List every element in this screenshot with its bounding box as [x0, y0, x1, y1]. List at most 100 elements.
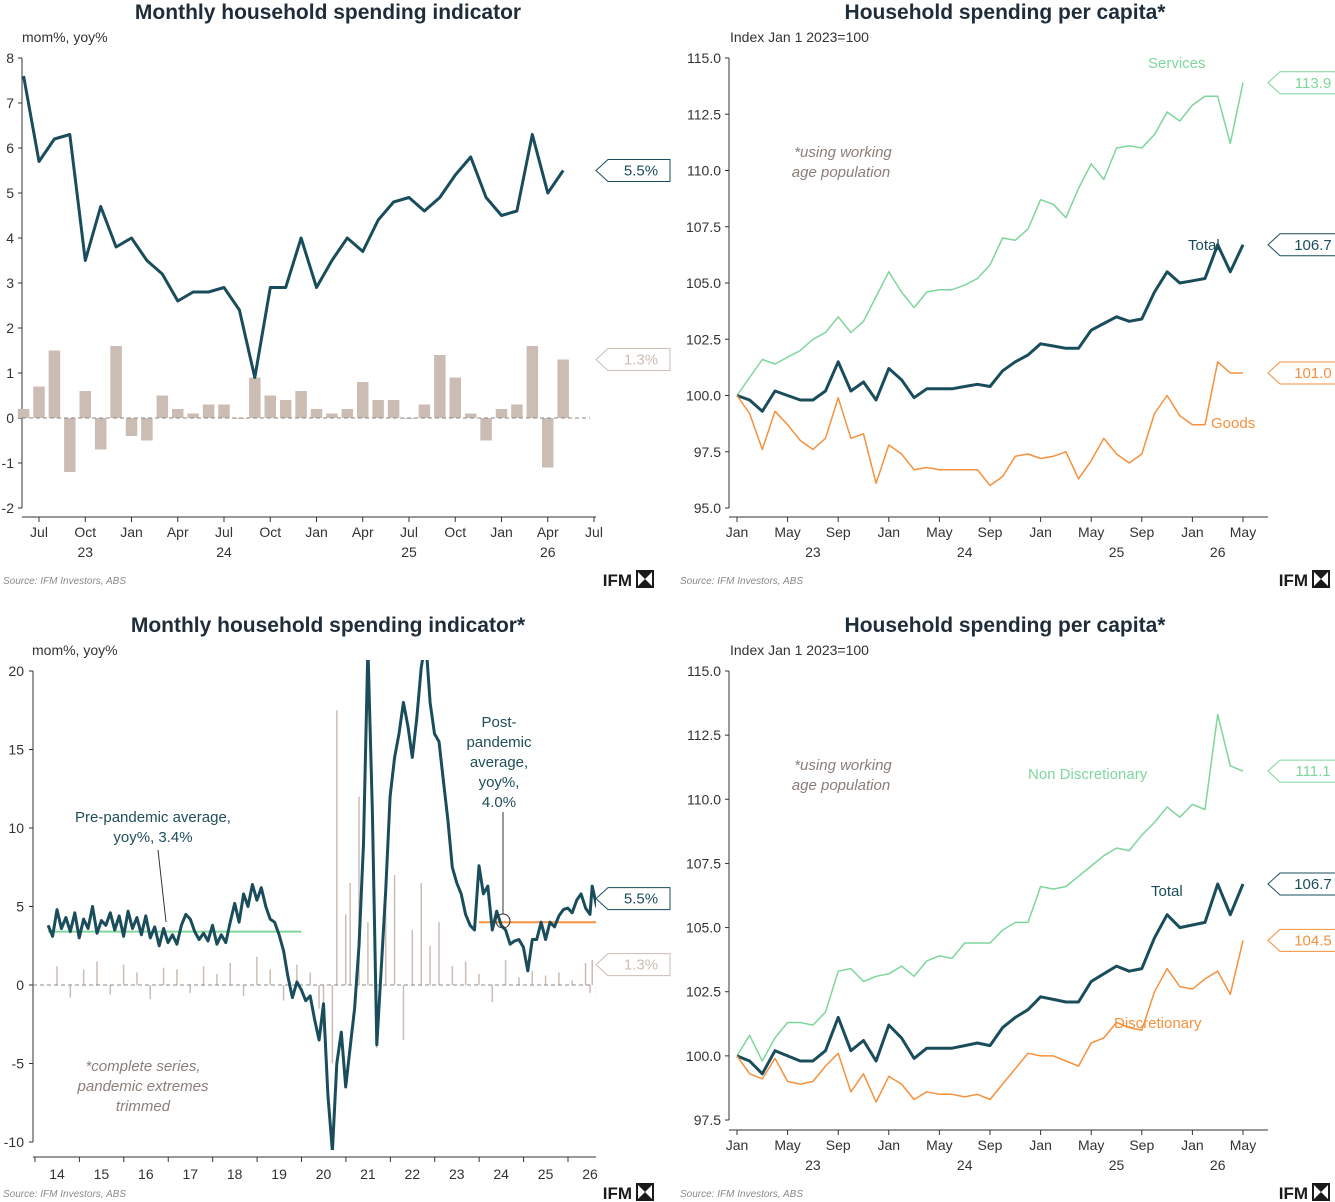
panel-1: Monthly household spending indicator mom%… — [2, 1, 671, 590]
series-line-non-discretionary — [736, 713, 1244, 1062]
chart-title: Monthly household spending indicator — [135, 1, 521, 24]
chart-title: Household spending per capita* — [845, 1, 1167, 24]
x-year-label: 23 — [77, 544, 93, 560]
mom-bar — [141, 418, 153, 441]
mom-bar — [341, 409, 354, 418]
x-year-label: 25 — [1109, 544, 1125, 560]
logo-mark-inner — [1314, 572, 1328, 586]
x-tick-label: Jan — [1181, 1137, 1204, 1153]
pre-pandemic-annotation: Pre-pandemic average, yoy%, 3.4% — [75, 809, 231, 846]
x-year-label: 25 — [401, 544, 417, 560]
callout-non-discretionary-box — [1267, 759, 1335, 783]
footnote-line: trimmed — [116, 1098, 171, 1115]
mom-bar — [94, 418, 107, 450]
post-pandemic-marker — [495, 913, 511, 929]
logo-text: IFM — [1279, 1184, 1308, 1202]
y-tick-label: 3 — [6, 275, 14, 291]
y-tick-label: 10 — [8, 820, 24, 836]
y-tick-label: 4 — [6, 230, 14, 246]
yoy-line — [22, 75, 565, 379]
series-label-services: Services — [1148, 55, 1206, 72]
y-tick-label: -5 — [12, 1056, 25, 1072]
mom-bar — [418, 404, 431, 418]
chart-title: Monthly household spending indicator* — [131, 614, 526, 637]
mom-bar — [110, 346, 122, 418]
mom-bar — [557, 359, 569, 418]
footnote-line: *complete series, — [85, 1058, 200, 1075]
logo-text: IFM — [1279, 571, 1308, 590]
x-year-label: 26 — [540, 544, 556, 560]
mom-bar — [218, 404, 230, 418]
source-text: Source: IFM Investors, ABS — [3, 1189, 126, 1200]
mom-bar — [326, 413, 338, 418]
footnote-line: *using working — [794, 757, 892, 774]
x-year-label: 24 — [957, 1157, 973, 1173]
x-tick-label: Oct — [259, 524, 281, 540]
mom-bar — [187, 413, 199, 418]
x-tick-label: 18 — [227, 1166, 243, 1182]
yoy-line — [46, 660, 596, 1150]
mom-bar — [156, 395, 169, 418]
mom-bar — [372, 400, 384, 418]
mom-bar — [511, 404, 523, 418]
series-label-goods: Goods — [1211, 415, 1255, 432]
x-tick-label: 20 — [316, 1166, 332, 1182]
x-tick-label: May — [926, 524, 952, 540]
x-tick-label: 19 — [271, 1166, 287, 1182]
mom-bar — [279, 400, 292, 418]
y-tick-label: 97.5 — [694, 444, 721, 460]
callout-non-discretionary: 111.1 — [1295, 763, 1330, 780]
x-tick-label: Jan — [490, 524, 513, 540]
x-year-label: 24 — [957, 544, 973, 560]
x-year-label: 24 — [216, 544, 232, 560]
mom-bar — [202, 404, 215, 418]
x-year-label: 26 — [1210, 1157, 1226, 1173]
callout-goods: 101.0 — [1294, 365, 1332, 382]
annotation-line: 4.0% — [482, 794, 516, 811]
callout-services-box — [1267, 71, 1335, 95]
y-tick-label: 112.5 — [687, 106, 721, 122]
x-year-label: 23 — [805, 1157, 821, 1173]
x-year-label: 23 — [805, 544, 821, 560]
plot-area — [33, 660, 596, 1150]
logo-mark-inner — [638, 1185, 652, 1199]
x-tick-label: 14 — [49, 1166, 65, 1182]
footnote-line: pandemic extremes — [77, 1078, 209, 1095]
x-tick-label: May — [926, 1137, 952, 1153]
x-tick-label: May — [1078, 1137, 1104, 1153]
x-tick-label: May — [774, 524, 800, 540]
mom-bar — [464, 413, 477, 418]
y-tick-label: 0 — [16, 977, 24, 993]
y-tick-label: 5 — [6, 185, 14, 201]
mom-bar — [17, 409, 30, 418]
y-tick-label: 110.0 — [687, 163, 721, 179]
series-line-goods — [736, 361, 1243, 487]
series-label-total: Total — [1188, 237, 1220, 254]
x-tick-label: Jan — [120, 524, 143, 540]
x-tick-label: Apr — [352, 524, 374, 540]
x-tick-label: Jan — [1029, 524, 1052, 540]
x-tick-label: Jan — [878, 524, 901, 540]
callout-mom-box — [595, 953, 671, 977]
x-year-label: 26 — [1210, 544, 1226, 560]
callout-total: 106.7 — [1294, 237, 1332, 254]
callout-total-box — [1267, 872, 1335, 896]
x-tick-label: 16 — [138, 1166, 154, 1182]
y-tick-label: 5 — [16, 899, 24, 915]
x-tick-label: 25 — [538, 1166, 554, 1182]
mom-bar — [434, 355, 446, 418]
x-tick-label: Sep — [826, 524, 851, 540]
footnote-text: *complete series, pandemic extremes trimme… — [77, 1058, 209, 1115]
x-tick-label: May — [1230, 524, 1256, 540]
x-tick-label: Jan — [1181, 524, 1204, 540]
y-tick-label: 6 — [6, 140, 14, 156]
y-tick-label: 112.5 — [687, 727, 721, 743]
footnote-line: *using working — [794, 144, 892, 161]
mom-bar — [48, 350, 61, 418]
annotation-line: yoy%, 3.4% — [113, 829, 192, 846]
logo-mark-inner — [638, 572, 652, 586]
panel-4: Household spending per capita* Index Jan … — [680, 614, 1335, 1202]
annotation-line: yoy%, — [479, 774, 520, 791]
x-tick-label: Jan — [1029, 1137, 1052, 1153]
